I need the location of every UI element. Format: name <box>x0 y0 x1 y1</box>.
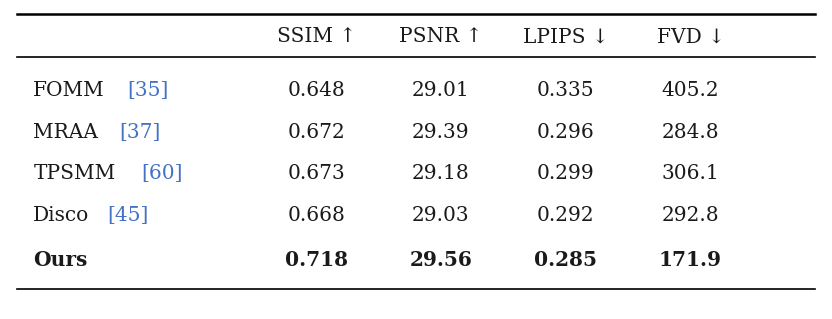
Text: 0.668: 0.668 <box>287 206 345 225</box>
Text: 0.648: 0.648 <box>287 81 345 100</box>
Text: 0.292: 0.292 <box>537 206 595 225</box>
Text: [60]: [60] <box>141 164 182 183</box>
Text: LPIPS ↓: LPIPS ↓ <box>522 27 609 46</box>
Text: 0.672: 0.672 <box>287 123 345 142</box>
Text: [37]: [37] <box>119 123 161 142</box>
Text: 29.39: 29.39 <box>412 123 470 142</box>
Text: 405.2: 405.2 <box>661 81 720 100</box>
Text: 0.299: 0.299 <box>537 164 595 183</box>
Text: FVD ↓: FVD ↓ <box>656 27 725 46</box>
Text: SSIM ↑: SSIM ↑ <box>276 27 356 46</box>
Text: 29.18: 29.18 <box>412 164 470 183</box>
Text: Ours: Ours <box>33 250 87 270</box>
Text: FOMM: FOMM <box>33 81 105 100</box>
Text: 171.9: 171.9 <box>659 250 722 270</box>
Text: PSNR ↑: PSNR ↑ <box>399 27 483 46</box>
Text: 0.296: 0.296 <box>537 123 595 142</box>
Text: 29.03: 29.03 <box>412 206 470 225</box>
Text: 0.718: 0.718 <box>285 250 348 270</box>
Text: 0.285: 0.285 <box>534 250 597 270</box>
Text: TPSMM: TPSMM <box>33 164 116 183</box>
Text: 284.8: 284.8 <box>661 123 720 142</box>
Text: 29.56: 29.56 <box>409 250 473 270</box>
Text: 0.673: 0.673 <box>287 164 345 183</box>
Text: 306.1: 306.1 <box>661 164 720 183</box>
Text: 0.335: 0.335 <box>537 81 595 100</box>
Text: MRAA: MRAA <box>33 123 98 142</box>
Text: 29.01: 29.01 <box>412 81 470 100</box>
Text: 292.8: 292.8 <box>661 206 720 225</box>
Text: [45]: [45] <box>107 206 149 225</box>
Text: Disco: Disco <box>33 206 90 225</box>
Text: [35]: [35] <box>127 81 169 100</box>
